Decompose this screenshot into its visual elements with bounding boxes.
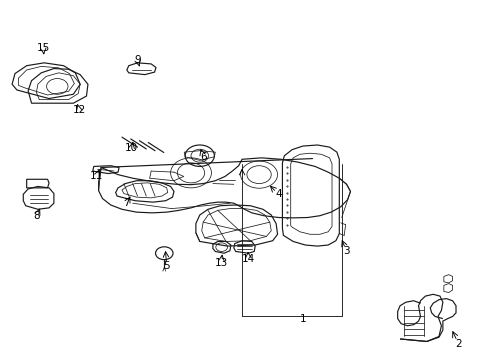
Text: 9: 9: [134, 55, 141, 65]
Text: 3: 3: [343, 247, 349, 256]
Text: 11: 11: [90, 171, 103, 181]
Text: 15: 15: [37, 43, 50, 53]
Text: 10: 10: [125, 143, 138, 153]
Text: 1: 1: [299, 314, 305, 324]
Text: 2: 2: [454, 339, 461, 348]
Text: 14: 14: [241, 254, 255, 264]
Text: 5: 5: [163, 261, 170, 271]
Text: 4: 4: [275, 189, 281, 199]
Text: 12: 12: [72, 105, 85, 115]
Text: 7: 7: [123, 198, 130, 208]
Text: 13: 13: [214, 258, 227, 268]
Text: 6: 6: [200, 152, 206, 162]
Text: 8: 8: [33, 211, 40, 221]
